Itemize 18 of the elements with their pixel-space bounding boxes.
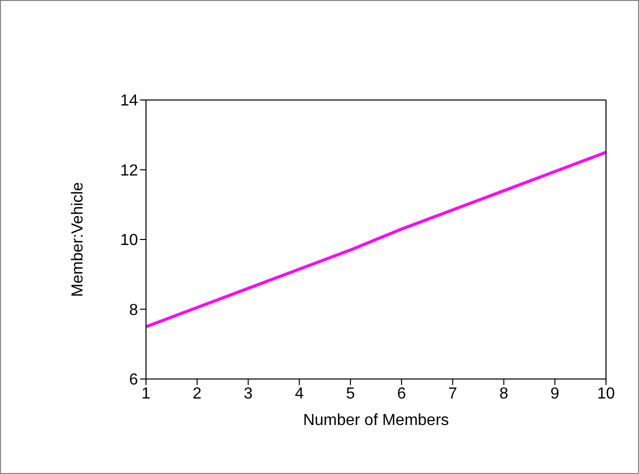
line-series [146, 150, 606, 328]
x-tick-label: 10 [597, 385, 615, 402]
x-tick-label: 6 [397, 385, 406, 402]
x-tick-label: 7 [448, 385, 458, 402]
x-tick-label: 5 [346, 385, 355, 402]
x-tick-label: 1 [142, 385, 151, 402]
x-tick-label: 4 [294, 385, 304, 402]
y-tick-label: 14 [120, 92, 138, 110]
y-tick-label: 6 [129, 372, 138, 389]
y-tick-label: 12 [120, 162, 138, 180]
y-tick-label: 10 [120, 232, 138, 250]
x-tick-label: 9 [550, 385, 560, 402]
x-tick-label: 2 [192, 385, 202, 402]
y-tick-label: 8 [129, 302, 138, 319]
x-axis-title: Number of Members [303, 412, 449, 429]
x-tick-label: 3 [244, 385, 253, 402]
y-axis-title: Member:Vehicle [70, 182, 87, 297]
x-tick-label: 8 [499, 385, 508, 402]
